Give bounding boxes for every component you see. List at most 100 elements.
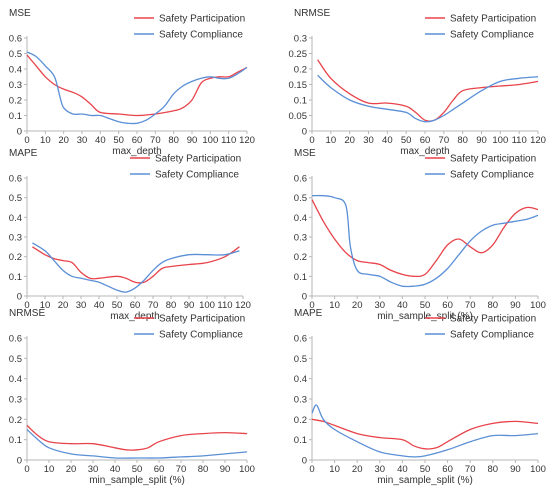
x-tick-label: 90 [510,300,521,311]
x-tick-label: 40 [382,135,393,146]
legend-label: Safety Compliance [450,30,534,41]
x-tick-label: 60 [132,135,143,146]
x-tick-label: 110 [512,135,527,146]
x-tick-label: 60 [420,135,431,146]
x-tick-label: 10 [329,300,340,311]
series-line-safety-participation [311,199,539,278]
x-tick-label: 80 [168,135,179,146]
x-tick-label: 110 [217,300,232,311]
x-tick-label: 100 [199,300,215,311]
legend: Safety Participation Safety Compliance [130,154,241,181]
y-tick-label: 0.1 [294,272,307,283]
x-axis-title: min_sample_split (%) [89,475,185,486]
y-axis-title: NRMSE [294,8,330,19]
y-tick-label: 0.25 [289,49,308,60]
x-tick-label: 0 [24,464,29,475]
y-tick-label: 0.1 [294,96,307,107]
y-tick-label: 0.2 [9,252,22,263]
x-tick-label: 40 [110,464,121,475]
x-tick-label: 90 [184,300,195,311]
y-tick-label: 0.1 [9,435,22,446]
y-tick-label: 0.5 [294,193,307,204]
y-tick-label: 0.3 [294,395,307,406]
x-tick-label: 0 [309,135,314,146]
y-tick-label: 0 [17,127,22,138]
legend: Safety Participation Safety Compliance [134,14,245,41]
x-tick-label: 30 [77,135,88,146]
x-tick-label: 10 [326,135,337,146]
x-tick-label: 50 [420,300,431,311]
series-line-safety-participation [317,59,539,122]
y-tick-label: 0.3 [294,233,307,244]
y-tick-label: 0.6 [9,34,22,45]
x-tick-label: 20 [58,300,69,311]
x-tick-label: 100 [492,135,508,146]
x-tick-label: 20 [352,464,363,475]
series-line-safety-participation [26,424,248,451]
y-tick-label: 0 [302,456,307,467]
x-tick-label: 10 [40,300,51,311]
x-tick-label: 70 [465,300,476,311]
x-tick-label: 20 [352,300,363,311]
y-tick-label: 0.2 [9,96,22,107]
x-tick-label: 0 [24,135,29,146]
x-tick-label: 80 [488,464,499,475]
x-tick-label: 50 [132,464,143,475]
x-axis-title: max_depth [112,146,161,157]
legend: Safety Participation Safety Compliance [425,314,536,341]
series-line-safety-participation [32,246,240,284]
x-tick-label: 40 [397,464,408,475]
x-axis-title: max_depth [110,311,159,322]
chart-panel-1: 0 0.1 0.2 0.3 0.4 0.5 0.6 0 10 20 30 40 50 60 70 80 90 10… [9,8,255,157]
y-tick-label: 0 [302,292,307,303]
y-tick-label: 0.4 [294,374,307,385]
x-tick-label: 90 [476,135,487,146]
y-tick-label: 0.3 [9,80,22,91]
x-tick-label: 70 [150,135,161,146]
y-tick-label: 0.3 [9,233,22,244]
x-axis-title: min_sample_split (%) [377,311,473,322]
x-tick-label: 80 [166,300,177,311]
x-tick-label: 90 [220,464,231,475]
x-tick-label: 60 [154,464,165,475]
y-tick-label: 0.6 [9,174,22,185]
x-tick-label: 50 [401,135,412,146]
y-tick-label: 0.4 [9,213,22,224]
y-tick-label: 0.3 [9,395,22,406]
x-tick-label: 100 [530,464,546,475]
x-tick-label: 100 [202,135,218,146]
series-line-safety-participation [311,418,539,450]
legend-label: Safety Compliance [159,330,243,341]
y-axis-title: NRMSE [9,308,45,319]
x-tick-label: 60 [442,300,453,311]
x-tick-label: 30 [88,464,99,475]
x-tick-label: 80 [488,300,499,311]
x-tick-label: 10 [44,464,55,475]
x-tick-label: 0 [24,300,29,311]
y-tick-label: 0.2 [9,415,22,426]
x-tick-label: 120 [235,300,251,311]
x-tick-label: 70 [439,135,450,146]
y-tick-label: 0.6 [294,174,307,185]
y-tick-label: 0.4 [9,374,22,385]
x-tick-label: 40 [397,300,408,311]
legend-label: Safety Participation [159,14,245,25]
chart-panel-5: 0 0.1 0.2 0.3 0.4 0.5 0.6 0 10 20 30 40 50 60 70 80 90 10… [9,308,255,486]
x-tick-label: 100 [239,464,255,475]
y-tick-label: 0 [17,292,22,303]
x-tick-label: 90 [187,135,198,146]
y-tick-label: 0.15 [289,80,308,91]
legend-label: Safety Compliance [450,330,534,341]
x-tick-label: 10 [40,135,51,146]
series-line-safety-compliance [311,194,539,288]
y-tick-label: 0.1 [9,272,22,283]
y-tick-label: 0.2 [294,415,307,426]
y-tick-label: 0 [302,127,307,138]
y-tick-label: 0.5 [9,354,22,365]
legend: Safety Participation Safety Compliance [425,14,536,41]
legend-label: Safety Compliance [450,170,534,181]
legend-label: Safety Participation [450,314,536,325]
y-tick-label: 0.3 [294,34,307,45]
y-tick-label: 0.2 [294,65,307,76]
